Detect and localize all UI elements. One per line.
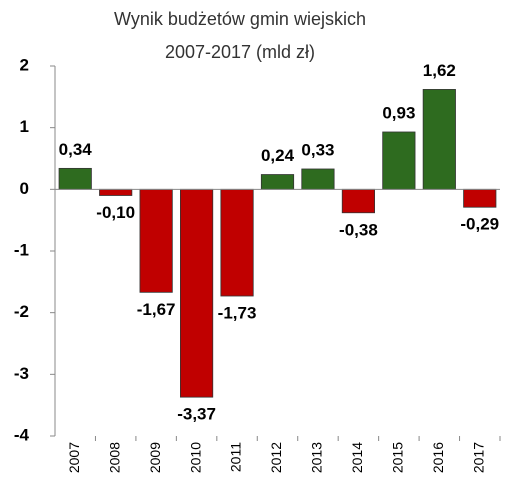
bar (463, 188, 497, 208)
y-tick-label: 0 (20, 179, 29, 198)
chart-title: Wynik budżetów gmin wiejskich (114, 9, 366, 29)
value-label: 0,93 (382, 103, 415, 122)
x-tick-label: 2016 (430, 442, 446, 473)
x-tick-label: 2008 (106, 442, 122, 473)
y-tick-label: -4 (14, 425, 30, 444)
y-tick-label: -2 (14, 302, 29, 321)
value-label: -3,37 (177, 405, 216, 424)
x-tick-label: 2013 (309, 442, 325, 473)
y-tick-label: 1 (20, 117, 29, 136)
bar (139, 188, 173, 293)
x-tick-label: 2012 (268, 442, 284, 473)
bar (180, 188, 214, 398)
chart-subtitle: 2007-2017 (mld zł) (165, 42, 315, 62)
y-tick-label: -3 (14, 364, 29, 383)
value-label: -0,38 (339, 220, 378, 239)
value-label: 0,24 (261, 146, 295, 165)
x-tick-label: 2015 (390, 442, 406, 473)
value-label: 1,62 (423, 61, 456, 80)
bar (220, 188, 254, 297)
bar (341, 188, 375, 214)
value-label: -0,29 (460, 215, 499, 234)
x-tick-label: 2017 (470, 442, 486, 473)
bar (382, 131, 416, 190)
bar (301, 168, 335, 190)
value-label: 0,34 (59, 140, 93, 159)
value-label: -1,73 (218, 304, 257, 323)
x-tick-label: 2011 (228, 442, 244, 472)
x-tick-label: 2010 (187, 442, 203, 473)
y-tick-label: 2 (20, 55, 29, 74)
bar (99, 188, 133, 196)
bar (58, 167, 92, 190)
x-tick-label: 2009 (147, 442, 163, 473)
value-label: 0,33 (301, 140, 334, 159)
value-label: -0,10 (96, 203, 135, 222)
y-tick-label: -1 (14, 240, 29, 259)
x-tick-label: 2014 (349, 442, 365, 473)
bar (422, 89, 456, 190)
bar (260, 174, 295, 190)
value-label: -1,67 (137, 300, 176, 319)
x-tick-label: 2007 (66, 442, 82, 473)
